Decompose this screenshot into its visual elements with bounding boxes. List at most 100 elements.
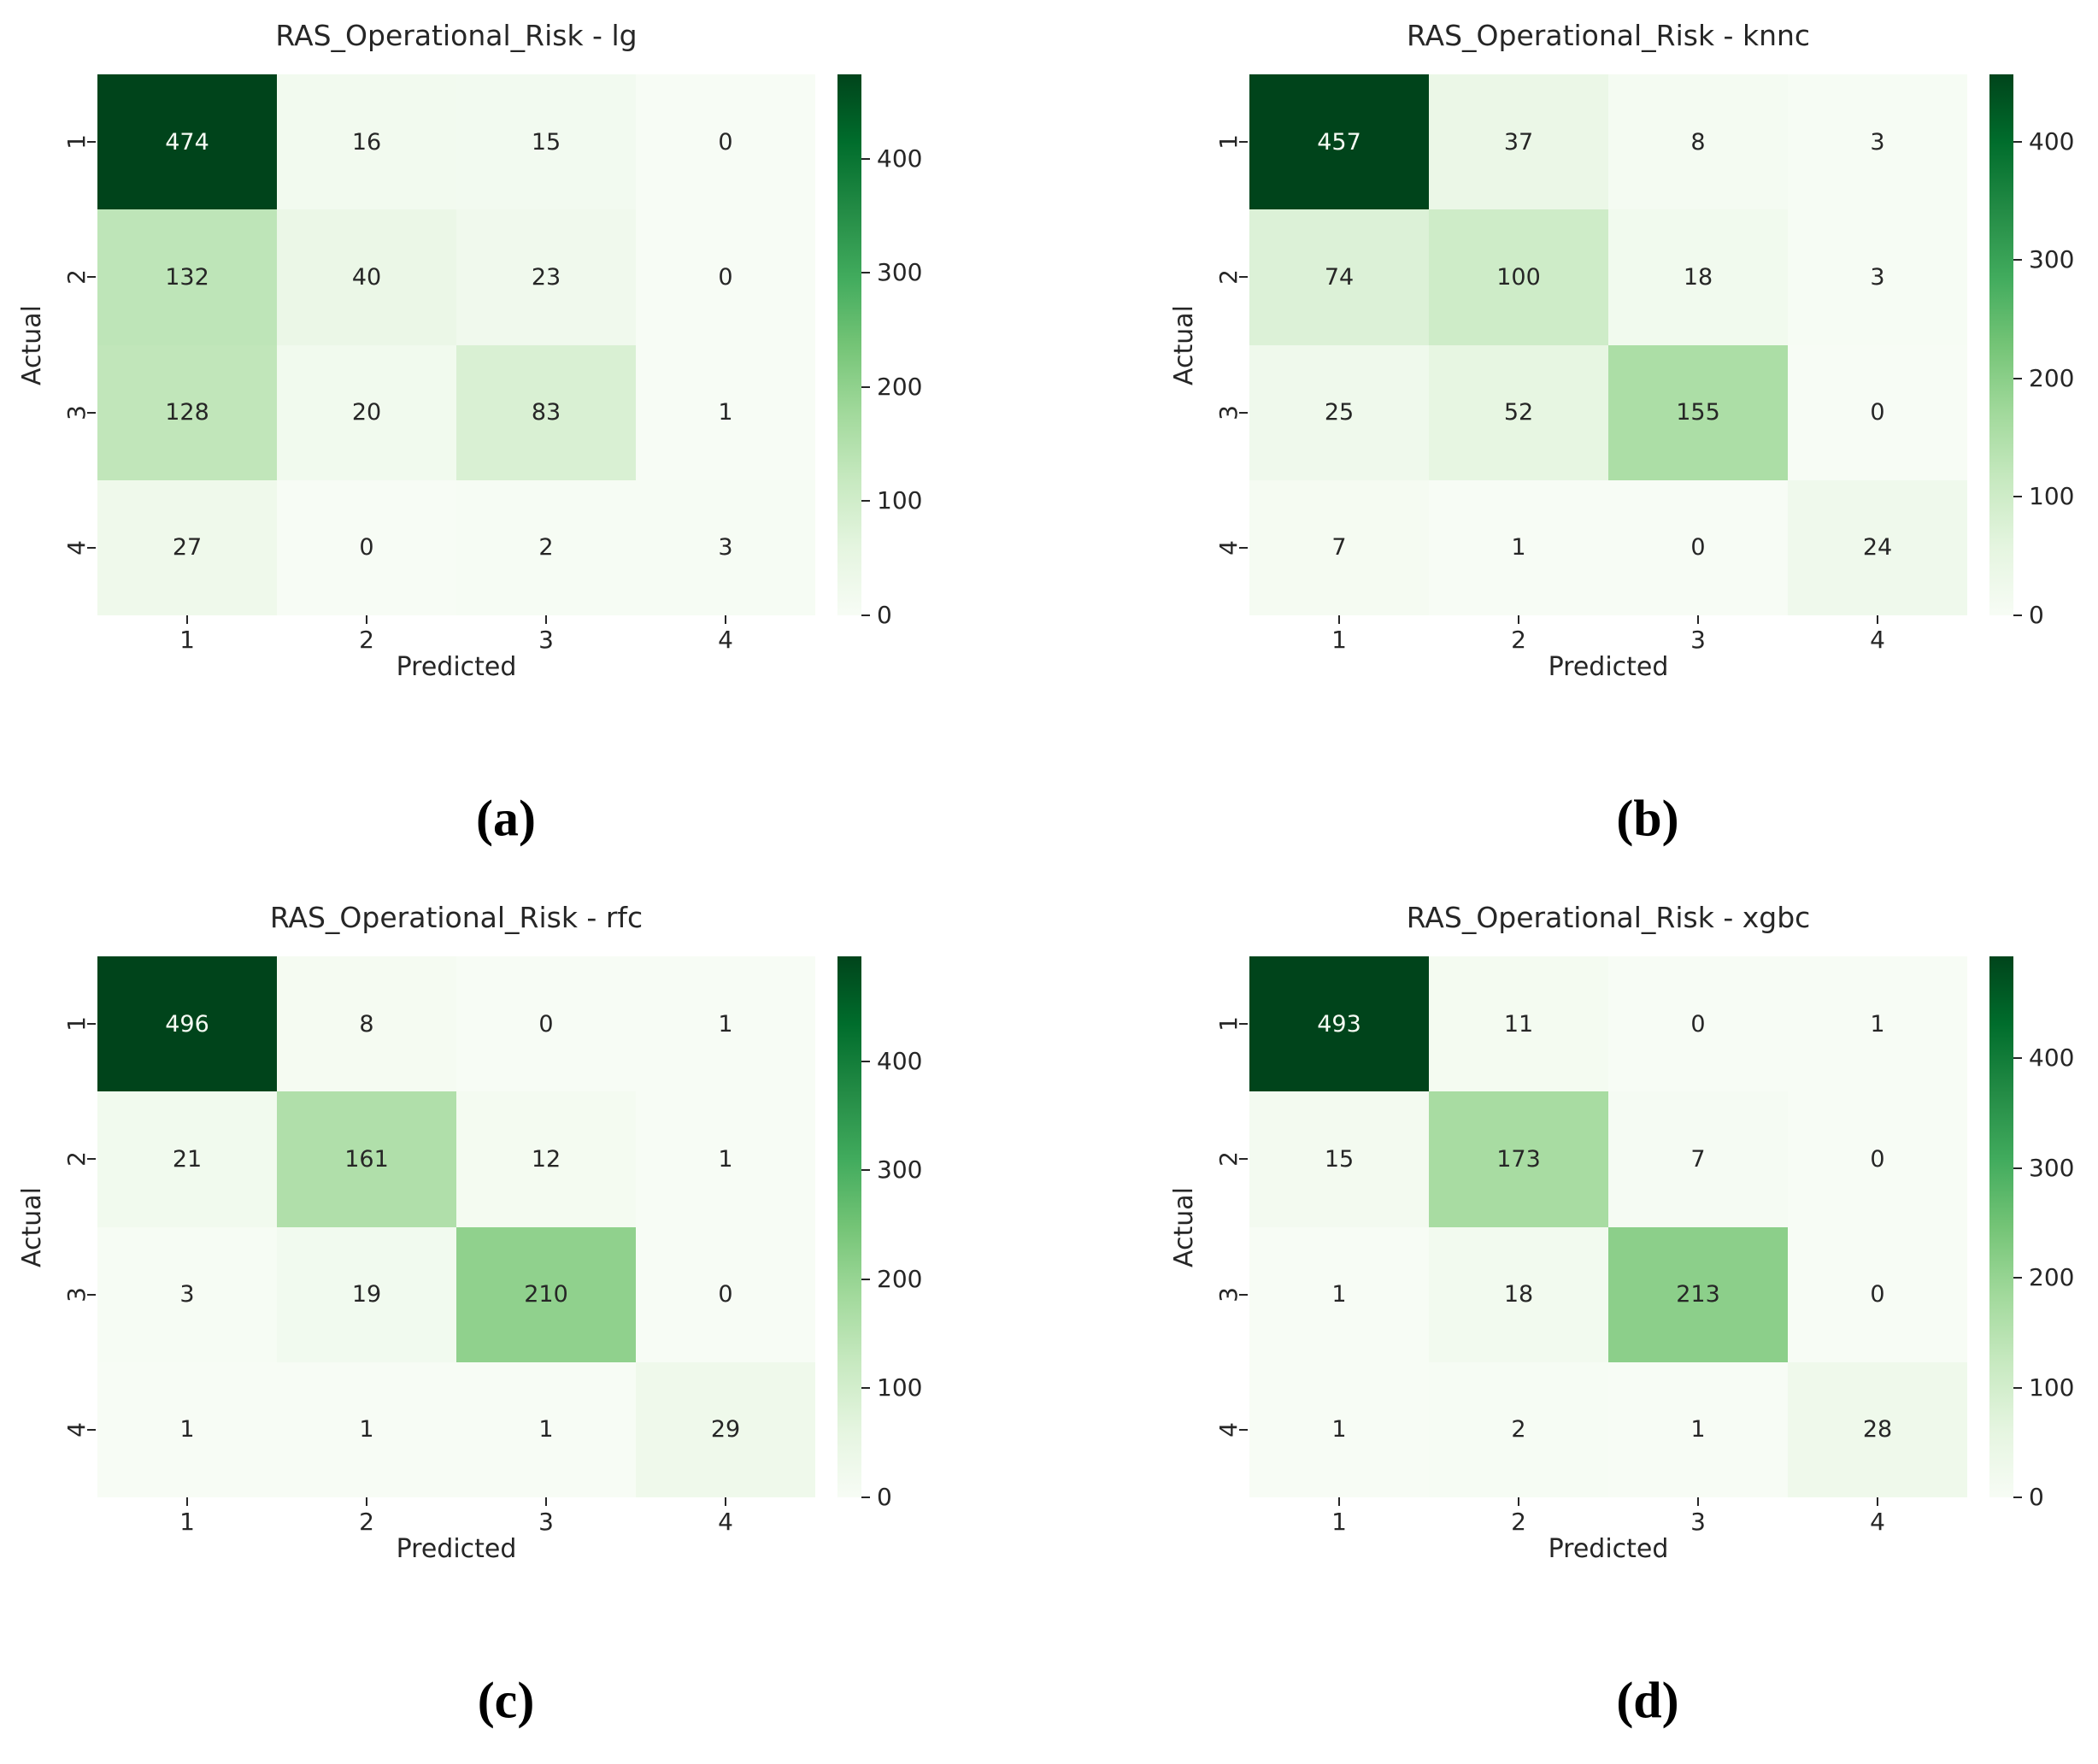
colorbar-tick-mark bbox=[2013, 377, 2022, 379]
x-tick-mark bbox=[545, 615, 547, 624]
y-axis-label-text: Actual bbox=[1169, 1186, 1199, 1267]
heatmap-cell: 496 bbox=[97, 956, 277, 1092]
panel-title: RAS_Operational_Risk - lg bbox=[275, 19, 638, 52]
heatmap-cell: 3 bbox=[636, 479, 815, 615]
x-tick-label: 1 bbox=[179, 1508, 195, 1536]
heatmap-cell: 8 bbox=[277, 956, 456, 1092]
heatmap-cell: 19 bbox=[277, 1226, 456, 1362]
cell-value: 0 bbox=[1870, 399, 1885, 426]
colorbar-tick-mark bbox=[2013, 1057, 2022, 1060]
x-tick-label: 2 bbox=[359, 1508, 374, 1536]
y-tick-mark bbox=[1239, 1023, 1248, 1026]
cell-value: 18 bbox=[1683, 263, 1713, 291]
cell-value: 496 bbox=[165, 1010, 209, 1038]
colorbar-tick-mark bbox=[2013, 1386, 2022, 1389]
heatmap-cell: 132 bbox=[97, 209, 277, 345]
heatmap-cell: 3 bbox=[1788, 209, 1967, 345]
x-tick-label: 3 bbox=[1690, 626, 1706, 654]
heatmap-cell: 3 bbox=[97, 1226, 277, 1362]
cell-value: 161 bbox=[344, 1145, 389, 1173]
x-axis-label: Predicted bbox=[1548, 1534, 1669, 1564]
colorbar-tick-mark bbox=[2013, 1277, 2022, 1279]
x-tick-label: 1 bbox=[1331, 1508, 1347, 1536]
cell-value: 7 bbox=[1331, 534, 1347, 562]
colorbar-tick-mark bbox=[2013, 1167, 2022, 1169]
heatmap-cell: 474 bbox=[97, 74, 277, 210]
x-tick-label: 2 bbox=[359, 626, 374, 654]
y-tick-mark bbox=[87, 1428, 96, 1431]
cell-value: 0 bbox=[359, 534, 374, 562]
y-tick-label-text: 3 bbox=[62, 1286, 91, 1302]
y-tick-label-text: 2 bbox=[1214, 269, 1243, 285]
heatmap-cell: 100 bbox=[1429, 209, 1608, 345]
y-tick-mark bbox=[1239, 141, 1248, 144]
caption-b: (b) bbox=[1616, 790, 1679, 847]
heatmap: 457 37 8 3 74 100 18 3 25 52 155 0 7 1 0 24 bbox=[1249, 74, 1967, 615]
heatmap-cell: 173 bbox=[1429, 1091, 1608, 1227]
heatmap-cell: 1 bbox=[97, 1361, 277, 1497]
x-axis-label: Predicted bbox=[1548, 652, 1669, 682]
cell-value: 21 bbox=[172, 1145, 203, 1173]
y-tick-mark bbox=[87, 1023, 96, 1026]
heatmap: 474 16 15 0 132 40 23 0 128 20 83 1 27 0 2 3 bbox=[97, 74, 815, 615]
heatmap-cell: 7 bbox=[1249, 479, 1429, 615]
cell-value: 8 bbox=[1690, 128, 1706, 156]
colorbar bbox=[1989, 956, 2013, 1497]
heatmap-cell: 15 bbox=[456, 74, 636, 210]
heatmap-cell: 1 bbox=[1429, 479, 1608, 615]
x-tick-label: 3 bbox=[1690, 1508, 1706, 1536]
colorbar-tick-label: 400 bbox=[877, 144, 923, 173]
x-tick-label: 2 bbox=[1511, 626, 1526, 654]
colorbar-tick-label: 0 bbox=[877, 1483, 892, 1511]
cell-value: 1 bbox=[1511, 534, 1526, 562]
colorbar-tick-label: 300 bbox=[2029, 245, 2075, 274]
colorbar-tick-mark bbox=[861, 1278, 870, 1280]
colorbar-tick-label: 300 bbox=[2029, 1153, 2075, 1182]
cell-value: 0 bbox=[718, 128, 733, 156]
y-tick-mark bbox=[1239, 1293, 1248, 1296]
heatmap-cell: 0 bbox=[1788, 1226, 1967, 1362]
x-tick-mark bbox=[366, 1497, 367, 1506]
cell-value: 213 bbox=[1676, 1281, 1720, 1308]
cell-value: 1 bbox=[718, 399, 733, 426]
y-tick-mark bbox=[1239, 1428, 1248, 1431]
x-tick-mark bbox=[1338, 1497, 1340, 1506]
cell-value: 12 bbox=[531, 1145, 561, 1173]
heatmap-cell: 155 bbox=[1608, 344, 1788, 480]
cell-value: 27 bbox=[172, 534, 203, 562]
heatmap: 493 11 0 1 15 173 7 0 1 18 213 0 1 2 1 28 bbox=[1249, 956, 1967, 1497]
x-tick-mark bbox=[1518, 615, 1519, 624]
cell-value: 1 bbox=[1331, 1416, 1347, 1444]
x-tick-mark bbox=[1697, 1497, 1699, 1506]
cell-value: 210 bbox=[524, 1281, 568, 1308]
heatmap-cell: 18 bbox=[1429, 1226, 1608, 1362]
colorbar-tick-mark bbox=[861, 272, 870, 274]
cell-value: 19 bbox=[351, 1281, 382, 1308]
heatmap-cell: 15 bbox=[1249, 1091, 1429, 1227]
colorbar bbox=[837, 956, 861, 1497]
colorbar bbox=[837, 74, 861, 615]
cell-value: 3 bbox=[179, 1281, 195, 1308]
cell-value: 0 bbox=[718, 263, 733, 291]
cell-value: 1 bbox=[1870, 1010, 1885, 1038]
y-tick-label-text: 2 bbox=[1214, 1151, 1243, 1167]
cell-value: 173 bbox=[1496, 1145, 1541, 1173]
panel-xgbc: RAS_Operational_Risk - xgbc 493 11 0 1 15 173 7… bbox=[1152, 882, 2095, 1764]
y-tick-label-text: 1 bbox=[1214, 1016, 1243, 1032]
x-tick-mark bbox=[1877, 615, 1878, 624]
caption-c: (c) bbox=[477, 1672, 535, 1729]
panel-title: RAS_Operational_Risk - knnc bbox=[1406, 19, 1811, 52]
heatmap-cell: 1 bbox=[636, 956, 815, 1092]
heatmap-cell: 18 bbox=[1608, 209, 1788, 345]
colorbar-tick-label: 0 bbox=[2029, 1483, 2044, 1511]
cell-value: 18 bbox=[1503, 1281, 1534, 1308]
colorbar-tick-label: 400 bbox=[2029, 1044, 2075, 1073]
heatmap-cell: 0 bbox=[636, 1226, 815, 1362]
heatmap-cell: 0 bbox=[636, 74, 815, 210]
y-tick-label-text: 2 bbox=[62, 1151, 91, 1167]
cell-value: 2 bbox=[538, 534, 554, 562]
cell-value: 457 bbox=[1317, 128, 1361, 156]
heatmap-cell: 1 bbox=[456, 1361, 636, 1497]
heatmap-cell: 161 bbox=[277, 1091, 456, 1227]
panel-rfc: RAS_Operational_Risk - rfc 496 8 0 1 21 161 12 1… bbox=[0, 882, 943, 1764]
